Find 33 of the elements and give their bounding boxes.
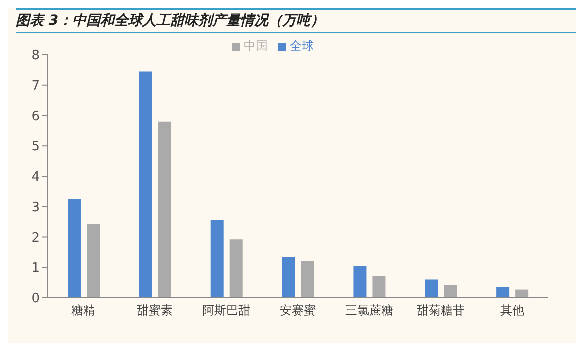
x-tick-label: 甜蜜素 bbox=[137, 304, 174, 318]
bar bbox=[425, 280, 438, 298]
x-tick-label: 安赛蜜 bbox=[280, 304, 316, 318]
x-tick-label: 甜菊糖苷 bbox=[416, 304, 465, 318]
bar bbox=[354, 266, 367, 298]
bar bbox=[68, 199, 81, 298]
bar bbox=[210, 220, 224, 298]
y-tick-label: 5 bbox=[32, 140, 40, 155]
x-tick-label: 糖精 bbox=[72, 304, 96, 318]
bar bbox=[372, 276, 386, 298]
x-tick-label: 三氯蔗糖 bbox=[345, 304, 394, 318]
bar bbox=[496, 287, 510, 298]
bar bbox=[87, 224, 100, 298]
legend-label: 中国 bbox=[244, 39, 268, 53]
bar bbox=[444, 285, 458, 298]
y-tick-label: 7 bbox=[32, 78, 40, 94]
chart-title: 图表 3：中国和全球人工甜味剂产量情况（万吨） bbox=[16, 8, 576, 33]
y-tick-label: 3 bbox=[32, 200, 40, 216]
y-tick-label: 4 bbox=[32, 170, 40, 186]
bar bbox=[158, 122, 172, 298]
bar bbox=[301, 260, 314, 298]
bar bbox=[230, 240, 243, 298]
y-tick-label: 2 bbox=[32, 230, 40, 246]
y-tick-label: 8 bbox=[32, 48, 40, 64]
bar bbox=[516, 290, 529, 298]
bar bbox=[282, 256, 296, 298]
y-tick-label: 0 bbox=[32, 292, 40, 307]
y-tick-label: 1 bbox=[32, 261, 40, 276]
x-tick-label: 其他 bbox=[500, 304, 524, 318]
bar bbox=[139, 72, 152, 298]
legend-label: 全球 bbox=[290, 39, 314, 53]
y-tick-label: 6 bbox=[32, 109, 40, 124]
x-tick-label: 阿斯巴甜 bbox=[202, 304, 251, 318]
